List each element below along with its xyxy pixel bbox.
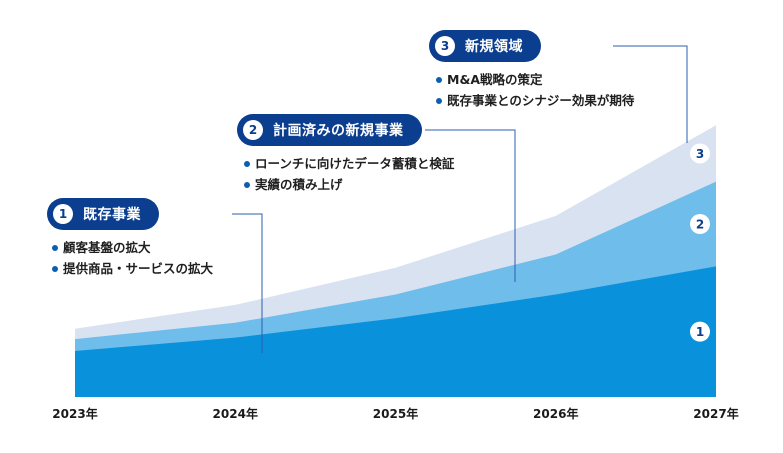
areas-layer <box>75 125 716 398</box>
series-marker-label: 1 <box>696 325 704 339</box>
callout-title: 新規領域 <box>465 39 523 55</box>
bullet-item: 顧客基盤の拡大 <box>52 237 213 258</box>
area-series-1 <box>75 266 716 397</box>
x-tick-labels: 2023年 2024年 2025年 2026年 2027年 <box>52 406 738 421</box>
bullet-item: ローンチに向けたデータ蓄積と検証 <box>244 153 454 174</box>
callout-title: 計画済みの新規事業 <box>273 123 404 139</box>
bullet-item: M&A戦略の策定 <box>436 69 634 90</box>
series-marker-1: 1 <box>690 321 710 342</box>
series-marker-label: 2 <box>696 217 704 231</box>
callout-bullets-planned-new-business: ローンチに向けたデータ蓄積と検証 実績の積み上げ <box>244 153 454 195</box>
bullet-item: 既存事業とのシナジー効果が期待 <box>436 90 634 111</box>
series-marker-2: 2 <box>690 213 710 234</box>
callout-connector-1 <box>232 213 263 353</box>
x-tick-label: 2024年 <box>213 406 258 421</box>
bullet-item: 実績の積み上げ <box>244 174 454 195</box>
callout-pill-planned-new-business: 2 計画済みの新規事業 <box>237 114 422 146</box>
series-marker-circle <box>690 321 710 342</box>
series-marker-circle <box>690 143 710 164</box>
callout-number-badge: 1 <box>53 204 73 224</box>
x-tick-label: 2026年 <box>533 406 578 421</box>
callout-connector-3 <box>613 45 688 143</box>
series-markers-layer: 1 2 3 <box>690 143 710 342</box>
x-tick-label: 2023年 <box>52 406 97 421</box>
callout-bullets-new-domain: M&A戦略の策定 既存事業とのシナジー効果が期待 <box>436 69 634 111</box>
callout-title: 既存事業 <box>83 207 141 223</box>
callout-connector-2 <box>425 129 516 282</box>
callout-number-badge: 3 <box>435 36 455 56</box>
callout-bullets-existing-business: 顧客基盤の拡大 提供商品・サービスの拡大 <box>52 237 213 279</box>
callout-pill-new-domain: 3 新規領域 <box>429 30 541 62</box>
connectors-layer <box>232 45 688 353</box>
series-marker-label: 3 <box>696 147 704 161</box>
x-tick-label: 2025年 <box>373 406 418 421</box>
callout-pill-existing-business: 1 既存事業 <box>47 198 159 230</box>
series-marker-3: 3 <box>690 143 710 164</box>
x-tick-label: 2027年 <box>693 406 738 421</box>
callout-number-badge: 2 <box>243 120 263 140</box>
bullet-item: 提供商品・サービスの拡大 <box>52 258 213 279</box>
series-marker-circle <box>690 213 710 234</box>
